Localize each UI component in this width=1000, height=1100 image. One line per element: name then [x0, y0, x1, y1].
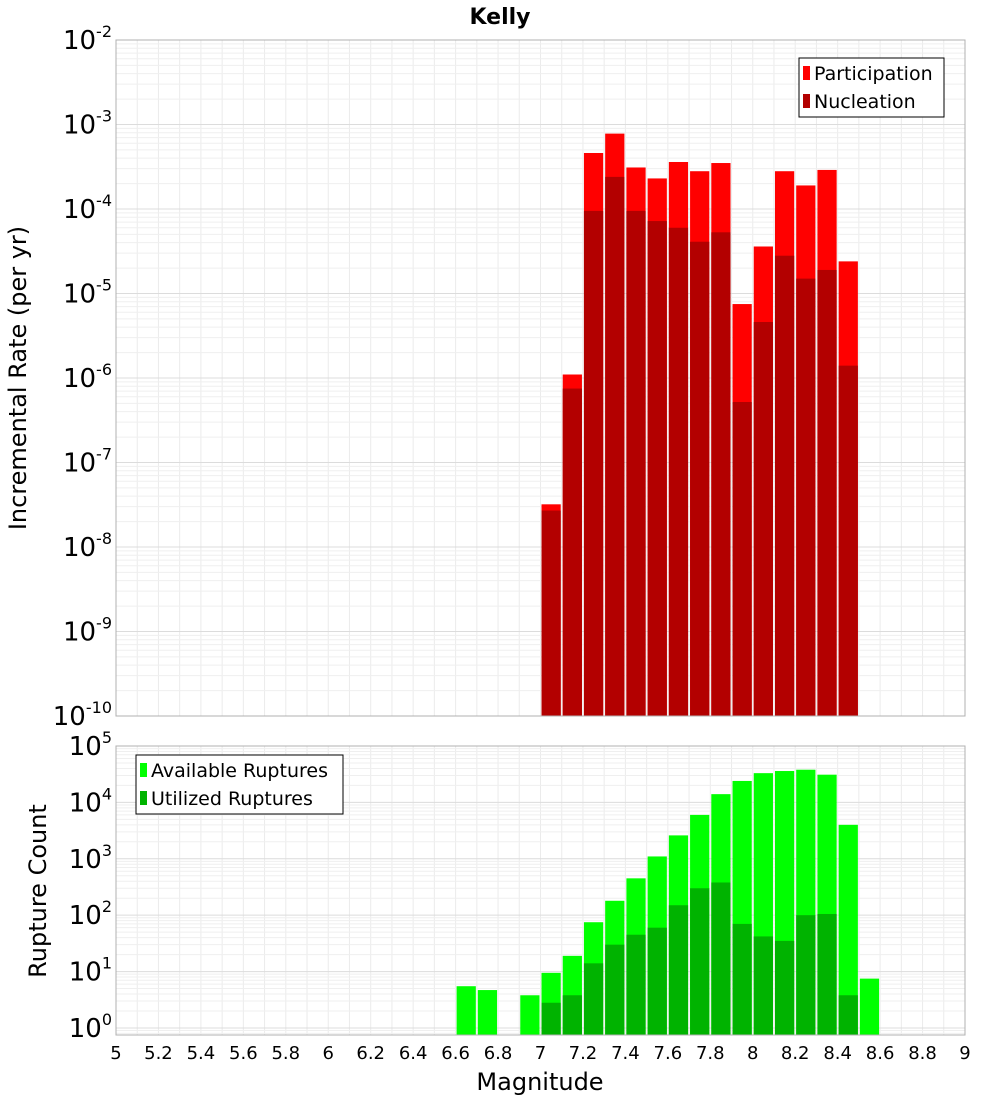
count-bar-s1: [732, 923, 752, 1035]
count-bar-s1: [796, 915, 816, 1035]
legend-swatch-available: [140, 763, 147, 777]
x-tick-label: 9: [959, 1043, 970, 1064]
x-tick-label: 5.4: [187, 1043, 216, 1064]
x-tick-label: 7.6: [654, 1043, 683, 1064]
count-bar-s1: [690, 888, 710, 1035]
count-bar-s0: [520, 995, 540, 1035]
rate-y-tick-label: 10-9: [63, 614, 112, 648]
x-tick-label: 7: [535, 1043, 546, 1064]
x-tick-label: 6.2: [356, 1043, 385, 1064]
count-bar-s1: [838, 995, 858, 1035]
x-tick-label: 6.4: [399, 1043, 428, 1064]
legend-label-available: Available Ruptures: [151, 760, 328, 782]
rate-y-tick-label: 10-10: [53, 698, 112, 732]
x-tick-label: 8.2: [781, 1043, 810, 1064]
x-tick-label: 5.2: [144, 1043, 173, 1064]
count-y-tick-label: 100: [69, 1010, 112, 1044]
chart-title: Kelly: [469, 5, 530, 30]
count-bar-s0: [456, 986, 476, 1035]
count-bar-s0: [477, 990, 498, 1035]
count-bar-s1: [605, 944, 625, 1035]
count-bar-s1: [647, 927, 667, 1035]
legend-swatch-participation: [803, 66, 810, 80]
rate-y-tick-label: 10-5: [63, 276, 112, 310]
count-bar-s0: [859, 978, 880, 1035]
rate-y-tick-labels: 10-2 10-3 10-4 10-5 10-6 10-7 10-8 10-9 10-10: [53, 22, 112, 732]
count-legend: Available Ruptures Utilized Ruptures: [135, 754, 344, 815]
legend-swatch-utilized: [140, 791, 147, 805]
rate-bar-s1: [668, 227, 689, 716]
count-bar-s1: [541, 1002, 561, 1035]
rate-bar-s1: [583, 210, 604, 716]
x-tick-label: 5: [110, 1043, 121, 1064]
rate-bar-s1: [647, 221, 667, 716]
legend-label-participation: Participation: [814, 63, 933, 85]
count-bar-s1: [562, 995, 582, 1035]
rate-bar-s1: [774, 255, 795, 716]
x-tick-label: 6.8: [484, 1043, 513, 1064]
x-tick-label: 8: [747, 1043, 758, 1064]
rate-bar-s1: [690, 241, 710, 716]
x-tick-label: 7.8: [696, 1043, 725, 1064]
rate-plot-frame: [115, 39, 966, 717]
count-bar-s1: [774, 940, 795, 1035]
x-tick-label: 5.6: [229, 1043, 258, 1064]
rate-bar-s1: [626, 210, 646, 716]
count-bar-s1: [626, 934, 646, 1035]
rate-y-tick-label: 10-6: [63, 360, 112, 394]
count-legend-box: [135, 754, 344, 815]
legend-label-nucleation: Nucleation: [814, 91, 916, 113]
count-bar-s1: [817, 913, 837, 1035]
legend-label-utilized: Utilized Ruptures: [151, 788, 313, 810]
count-bar-s1: [711, 882, 731, 1035]
legend-swatch-nucleation: [803, 94, 810, 108]
count-y-tick-label: 102: [69, 897, 112, 931]
rate-y-tick-label: 10-7: [63, 445, 112, 479]
x-tick-label: 8.4: [823, 1043, 852, 1064]
count-bars: [456, 769, 880, 1035]
rate-bar-s1: [562, 388, 582, 716]
rate-y-tick-label: 10-4: [63, 191, 112, 225]
rate-bar-s1: [838, 365, 858, 716]
rate-legend-box: [798, 57, 945, 118]
rate-bars: [541, 133, 858, 717]
count-y-tick-labels: 100 101 102 103 104 105: [69, 728, 112, 1044]
count-y-tick-label: 104: [69, 784, 112, 818]
count-bar-s0: [838, 824, 858, 1035]
x-tick-label: 6: [323, 1043, 334, 1064]
x-tick-label: 6.6: [441, 1043, 470, 1064]
rate-legend: Participation Nucleation: [798, 57, 945, 118]
rate-bar-s1: [817, 269, 837, 716]
count-y-tick-label: 105: [69, 728, 112, 762]
count-bar-s1: [753, 936, 773, 1035]
rate-panel: 10-2 10-3 10-4 10-5 10-6 10-7 10-8 10-9 10-10 In…: [4, 22, 966, 732]
rate-bar-s1: [711, 232, 731, 716]
x-axis-label: Magnitude: [476, 1068, 603, 1096]
count-plot-frame: [115, 745, 966, 1036]
count-y-axis-label: Rupture Count: [24, 804, 52, 978]
rate-gridlines: [115, 40, 966, 717]
rate-bar-s1: [732, 401, 752, 716]
rate-y-axis-label: Incremental Rate (per yr): [4, 226, 32, 530]
rate-bar-s1: [796, 278, 816, 716]
rate-bar-s1: [605, 176, 625, 717]
x-tick-label: 8.6: [866, 1043, 895, 1064]
x-tick-label: 7.4: [611, 1043, 640, 1064]
x-tick-label: 7.2: [569, 1043, 598, 1064]
count-bar-s1: [583, 963, 604, 1035]
count-y-tick-label: 101: [69, 954, 112, 988]
rate-bar-s1: [541, 510, 561, 716]
x-tick-label: 8.8: [908, 1043, 937, 1064]
count-bar-s1: [668, 905, 689, 1035]
count-panel: 100 101 102 103 104 105 5 5.2 5.4 5.6 5.8 6 6.2 6.4 6…: [24, 728, 971, 1096]
x-tick-label: 5.8: [271, 1043, 300, 1064]
rate-y-tick-label: 10-3: [63, 107, 112, 141]
rate-y-tick-label: 10-2: [63, 22, 112, 56]
rate-bar-s1: [753, 321, 773, 716]
count-y-tick-label: 103: [69, 841, 112, 875]
rate-y-tick-label: 10-8: [63, 529, 112, 563]
x-tick-labels: 5 5.2 5.4 5.6 5.8 6 6.2 6.4 6.6 6.8 7 7.2 7.4 7.6 7.8 8…: [110, 1043, 970, 1064]
